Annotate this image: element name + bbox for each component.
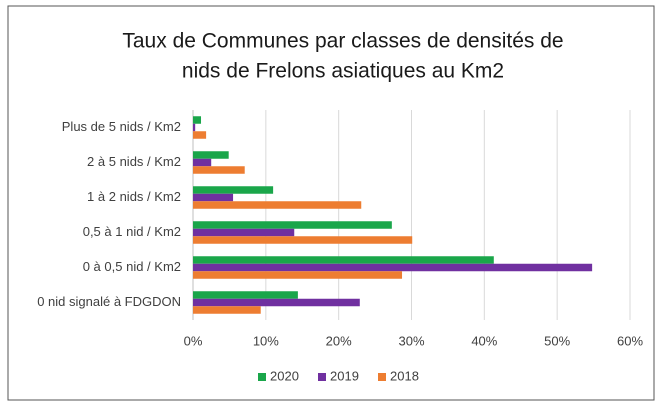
legend-swatch xyxy=(378,373,386,381)
chart-title: Taux de Communes par classes de densités… xyxy=(122,30,563,53)
legend-label: 2018 xyxy=(390,368,419,383)
y-tick-label: 2 à 5 nids / Km2 xyxy=(87,154,181,169)
x-tick-label: 50% xyxy=(544,333,570,348)
y-tick-label: 1 à 2 nids / Km2 xyxy=(87,189,181,204)
x-tick-label: 0% xyxy=(184,333,203,348)
bar xyxy=(193,256,494,264)
x-tick-label: 20% xyxy=(326,333,352,348)
bar xyxy=(193,186,274,194)
legend-swatch xyxy=(318,373,326,381)
bar xyxy=(193,236,413,244)
bar xyxy=(193,291,298,299)
bar xyxy=(193,271,403,279)
y-tick-label: 0 nid signalé à FDGDON xyxy=(37,294,181,309)
bar xyxy=(193,166,245,174)
bar xyxy=(193,123,196,132)
bar xyxy=(193,221,392,229)
bar xyxy=(193,193,234,202)
legend-label: 2020 xyxy=(270,368,299,383)
legend-label: 2019 xyxy=(330,368,359,383)
chart-title: nids de Frelons asiatiques au Km2 xyxy=(182,60,504,83)
bar xyxy=(193,131,207,139)
bar xyxy=(193,116,202,124)
bar xyxy=(193,228,295,237)
bar xyxy=(193,306,261,314)
y-tick-label: 0 à 0,5 nid / Km2 xyxy=(83,259,181,274)
bar xyxy=(193,298,360,307)
y-tick-label: 0,5 à 1 nid / Km2 xyxy=(83,224,181,239)
legend-swatch xyxy=(258,373,266,381)
bar xyxy=(193,151,229,159)
bar xyxy=(193,263,593,272)
x-tick-label: 30% xyxy=(398,333,424,348)
bar xyxy=(193,201,362,209)
bar xyxy=(193,158,212,167)
x-tick-label: 60% xyxy=(617,333,643,348)
y-tick-label: Plus de 5 nids / Km2 xyxy=(62,119,181,134)
x-tick-label: 10% xyxy=(253,333,279,348)
x-tick-label: 40% xyxy=(471,333,497,348)
